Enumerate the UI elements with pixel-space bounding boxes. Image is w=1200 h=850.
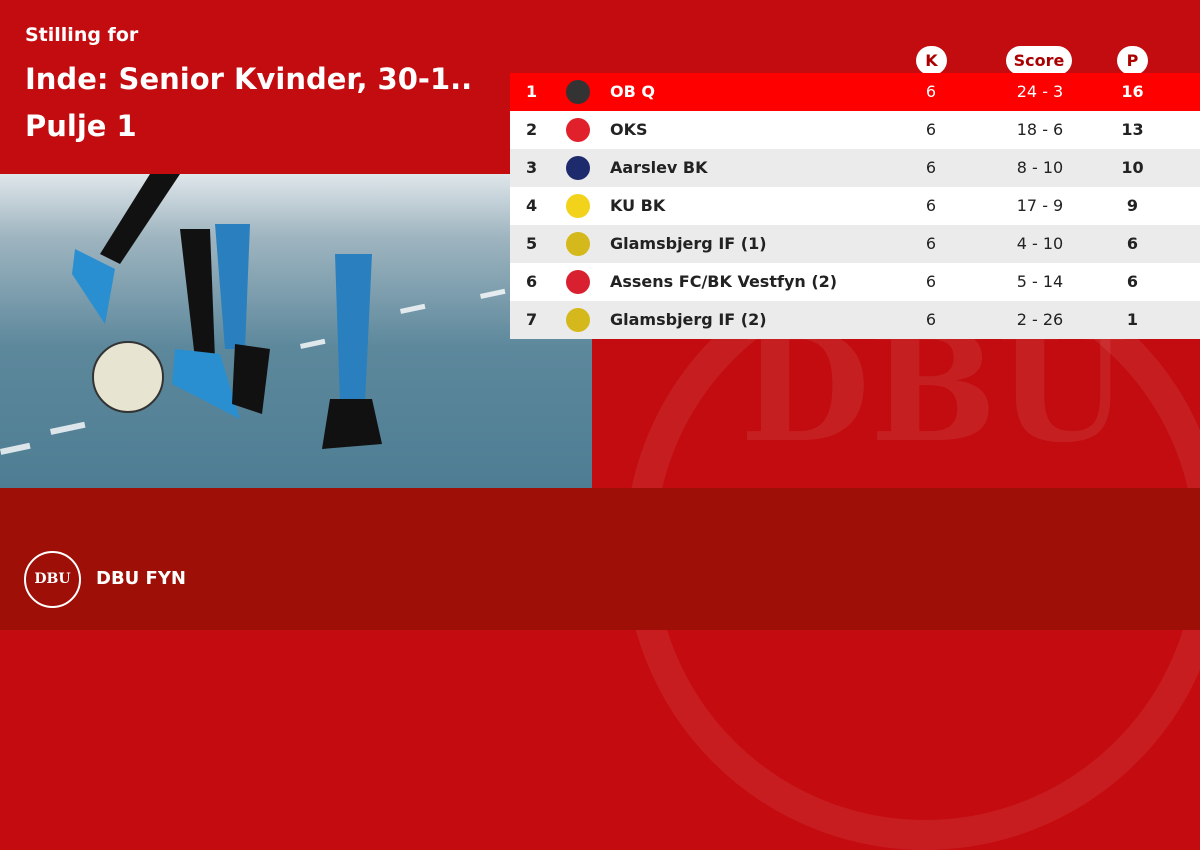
futsal-photo bbox=[0, 174, 592, 488]
footer bbox=[0, 488, 1200, 630]
column-header-score[interactable]: Score bbox=[1006, 46, 1072, 75]
score: 2 - 26 bbox=[1016, 310, 1064, 329]
points: 9 bbox=[1126, 196, 1139, 215]
points: 1 bbox=[1126, 310, 1139, 329]
dbu-logo: DBU bbox=[24, 551, 81, 608]
table-row[interactable]: 3 Aarslev BK 6 8 - 10 10 bbox=[510, 149, 1200, 187]
subtitle: Stilling for bbox=[25, 24, 139, 46]
table-row[interactable]: 5 Glamsbjerg IF (1) 6 4 - 10 6 bbox=[510, 225, 1200, 263]
team-name[interactable]: Assens FC/BK Vestfyn (2) bbox=[610, 272, 838, 291]
standings-table: 1 OB Q 6 24 - 3 16 2 OKS 6 18 - 6 13 3 Aar… bbox=[510, 73, 1200, 339]
score: 8 - 10 bbox=[1016, 158, 1064, 177]
team-logo-icon bbox=[566, 308, 590, 332]
points: 10 bbox=[1121, 158, 1144, 177]
team-logo-icon bbox=[566, 232, 590, 256]
matches-played: 6 bbox=[925, 82, 937, 101]
org-name: DBU FYN bbox=[96, 568, 186, 589]
score: 4 - 10 bbox=[1016, 234, 1064, 253]
points: 16 bbox=[1121, 82, 1144, 101]
table-row[interactable]: 7 Glamsbjerg IF (2) 6 2 - 26 1 bbox=[510, 301, 1200, 339]
title-line-1: Inde: Senior Kvinder, 30-1.. bbox=[25, 62, 473, 96]
position: 7 bbox=[526, 310, 538, 329]
position: 6 bbox=[526, 272, 538, 291]
team-logo-icon bbox=[566, 118, 590, 142]
table-row[interactable]: 6 Assens FC/BK Vestfyn (2) 6 5 - 14 6 bbox=[510, 263, 1200, 301]
matches-played: 6 bbox=[925, 196, 937, 215]
table-row[interactable]: 1 OB Q 6 24 - 3 16 bbox=[510, 73, 1200, 111]
title-line-2: Pulje 1 bbox=[25, 109, 137, 143]
matches-played: 6 bbox=[925, 272, 937, 291]
points: 6 bbox=[1126, 272, 1139, 291]
team-name[interactable]: KU BK bbox=[610, 196, 666, 215]
team-logo-icon bbox=[566, 194, 590, 218]
score: 18 - 6 bbox=[1016, 120, 1064, 139]
team-name[interactable]: OB Q bbox=[610, 82, 655, 101]
points: 6 bbox=[1126, 234, 1139, 253]
column-header-k[interactable]: K bbox=[916, 46, 947, 75]
team-logo-icon bbox=[566, 80, 590, 104]
team-name[interactable]: Glamsbjerg IF (1) bbox=[610, 234, 767, 253]
table-row[interactable]: 4 KU BK 6 17 - 9 9 bbox=[510, 187, 1200, 225]
column-header-p[interactable]: P bbox=[1117, 46, 1148, 75]
team-name[interactable]: OKS bbox=[610, 120, 648, 139]
position: 3 bbox=[526, 158, 538, 177]
points: 13 bbox=[1121, 120, 1144, 139]
score: 5 - 14 bbox=[1016, 272, 1064, 291]
table-row[interactable]: 2 OKS 6 18 - 6 13 bbox=[510, 111, 1200, 149]
page-title: Inde: Senior Kvinder, 30-1.. Pulje 1 bbox=[25, 56, 495, 150]
team-name[interactable]: Glamsbjerg IF (2) bbox=[610, 310, 767, 329]
matches-played: 6 bbox=[925, 310, 937, 329]
position: 4 bbox=[526, 196, 538, 215]
matches-played: 6 bbox=[925, 234, 937, 253]
score: 24 - 3 bbox=[1016, 82, 1064, 101]
team-logo-icon bbox=[566, 156, 590, 180]
position: 1 bbox=[526, 82, 538, 101]
position: 2 bbox=[526, 120, 538, 139]
matches-played: 6 bbox=[925, 158, 937, 177]
team-logo-icon bbox=[566, 270, 590, 294]
matches-played: 6 bbox=[925, 120, 937, 139]
team-name[interactable]: Aarslev BK bbox=[610, 158, 708, 177]
score: 17 - 9 bbox=[1016, 196, 1064, 215]
position: 5 bbox=[526, 234, 538, 253]
